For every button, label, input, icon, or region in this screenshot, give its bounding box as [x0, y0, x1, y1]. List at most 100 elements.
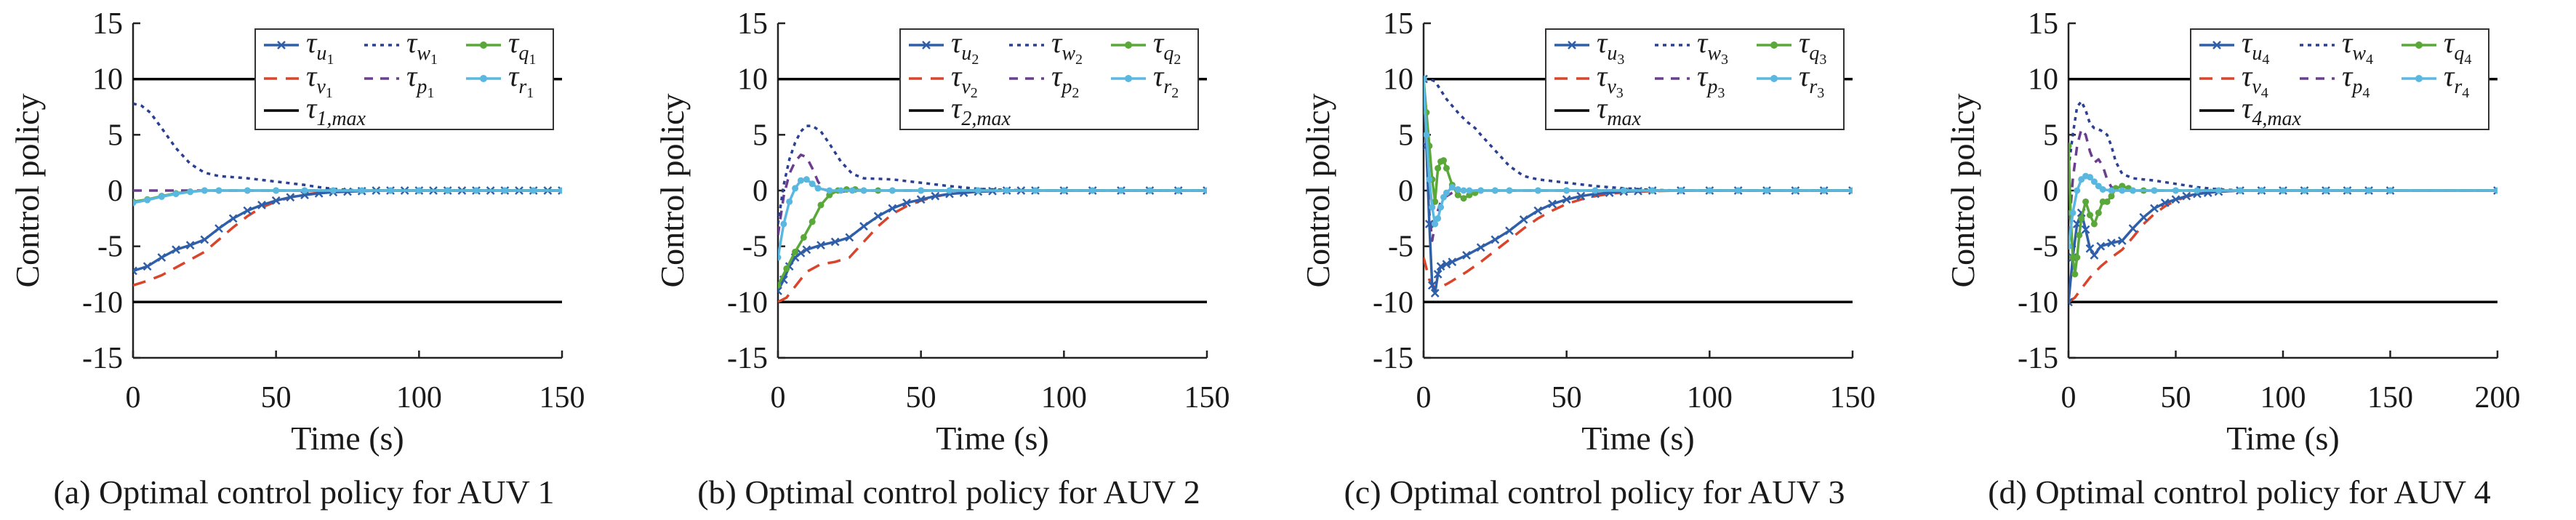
data-point-q	[2076, 231, 2083, 239]
y-tick-label: 5	[108, 119, 123, 152]
series-line-v	[2069, 189, 2497, 303]
data-point-u	[2085, 244, 2095, 253]
data-point-r	[2322, 187, 2330, 194]
x-tick-label: 0	[126, 381, 141, 415]
data-point-r	[1432, 220, 1439, 228]
data-point-r	[1491, 187, 1498, 194]
legend-label: τu3	[1597, 26, 1624, 68]
data-point-u	[859, 222, 868, 231]
y-tick-label: 0	[108, 175, 123, 208]
data-point-q	[1435, 164, 1442, 172]
x-tick-label: 150	[2367, 381, 2413, 415]
y-tick-label: 0	[753, 175, 768, 208]
y-tick-label: 10	[737, 63, 768, 97]
x-tick-label: 150	[539, 381, 585, 415]
data-point-q	[2087, 212, 2093, 219]
y-axis-label: Control policy	[1944, 93, 1981, 287]
data-point-r	[1460, 187, 1467, 194]
data-point-q	[1460, 195, 1467, 202]
data-point-r	[2069, 243, 2072, 250]
data-point-u	[2081, 225, 2090, 234]
series-line-p	[2069, 127, 2497, 236]
data-point-r	[244, 187, 251, 194]
data-point-r	[1506, 187, 1513, 194]
data-point-r	[2172, 187, 2179, 194]
panel-caption: (c) Optimal control policy for AUV 3	[1344, 473, 1845, 511]
legend-label: τv3	[1597, 60, 1624, 101]
y-tick-label: 0	[2043, 175, 2058, 208]
legend-label: τq1	[508, 26, 536, 68]
data-point-q	[1440, 157, 1448, 164]
data-point-u	[1533, 206, 1543, 215]
legend: τu4 τw4 τq4 τv4 τp4 τr4 τ4,max	[2190, 26, 2489, 130]
data-point-r	[2151, 187, 2158, 194]
series-group	[1424, 74, 1853, 304]
data-point-r	[2236, 187, 2244, 194]
data-point-r	[2108, 187, 2115, 194]
data-point-u	[1424, 220, 1434, 228]
data-point-u	[271, 196, 281, 205]
data-point-q	[817, 201, 824, 209]
y-tick-label: -5	[97, 231, 123, 264]
data-point-r	[201, 187, 208, 194]
data-point-r	[2387, 187, 2394, 194]
legend-label: τr2	[1153, 60, 1179, 101]
legend-marker	[2212, 41, 2221, 49]
data-point-r	[808, 180, 816, 188]
data-point-r	[2099, 185, 2106, 193]
legend-label: τu2	[951, 26, 979, 68]
x-axis-label: Time (s)	[1581, 420, 1695, 457]
data-point-u	[888, 204, 897, 213]
x-axis-label: Time (s)	[291, 420, 404, 457]
data-point-q	[1443, 164, 1450, 172]
data-point-u	[1448, 257, 1457, 267]
data-point-u	[873, 212, 883, 221]
data-point-u	[1430, 289, 1440, 297]
data-point-u	[1519, 215, 1528, 224]
data-point-r	[838, 187, 845, 194]
data-point-q	[778, 281, 782, 289]
y-tick-label: 10	[2028, 63, 2058, 97]
data-point-u	[931, 191, 940, 201]
y-tick-label: -10	[2018, 286, 2058, 319]
data-point-r	[1466, 187, 1473, 194]
legend-label: τr3	[1799, 60, 1824, 101]
data-point-r	[1060, 187, 1067, 194]
x-tick-label: 100	[1041, 381, 1087, 415]
x-tick-label: 150	[1184, 381, 1230, 415]
legend-label: τ1,max	[306, 92, 366, 130]
legend-label: τp2	[1051, 60, 1079, 101]
y-tick-label: 15	[92, 7, 123, 41]
data-point-u	[2493, 186, 2497, 195]
data-point-u	[143, 262, 152, 271]
data-point-u	[257, 201, 266, 209]
y-axis-label: Control policy	[654, 93, 691, 287]
y-tick-label: -5	[742, 231, 768, 264]
data-point-q	[792, 248, 799, 255]
legend-marker	[480, 75, 487, 82]
data-point-r	[1649, 187, 1656, 194]
y-tick-label: 5	[753, 119, 768, 152]
data-point-r	[2215, 187, 2222, 194]
data-point-r	[2344, 187, 2351, 194]
legend-marker	[1770, 75, 1778, 82]
legend-label: τp3	[1697, 60, 1725, 101]
data-point-q	[2071, 271, 2079, 278]
legend-label: τp4	[2342, 60, 2370, 101]
series-line-v	[778, 189, 1207, 303]
data-point-r	[786, 198, 793, 205]
data-point-r	[1175, 187, 1182, 194]
data-point-q	[2095, 209, 2102, 217]
data-point-u	[1427, 281, 1437, 290]
data-point-r	[1146, 187, 1153, 194]
legend-box	[1545, 28, 1845, 130]
data-point-r	[444, 187, 452, 194]
y-tick-label: -5	[1388, 231, 1413, 264]
data-point-r	[273, 187, 280, 194]
data-point-q	[808, 218, 816, 225]
legend-label: τu4	[2242, 26, 2269, 68]
data-point-u	[2150, 204, 2159, 213]
